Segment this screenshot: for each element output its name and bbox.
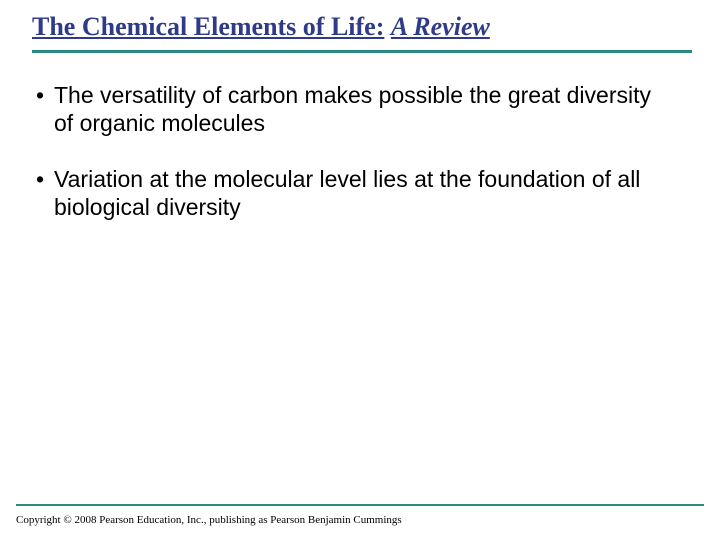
bullet-text: The versatility of carbon makes possible… — [54, 81, 672, 137]
list-item: • Variation at the molecular level lies … — [36, 165, 672, 221]
slide-title: The Chemical Elements of Life: A Review — [32, 12, 490, 41]
bullet-marker-icon: • — [36, 81, 42, 109]
slide: The Chemical Elements of Life: A Review … — [0, 0, 720, 540]
title-row: The Chemical Elements of Life: A Review — [32, 12, 688, 42]
title-main: The Chemical Elements of Life: — [32, 12, 384, 41]
body-content: • The versatility of carbon makes possib… — [32, 53, 672, 221]
copyright-text: Copyright © 2008 Pearson Education, Inc.… — [16, 514, 402, 526]
bullet-text: Variation at the molecular level lies at… — [54, 165, 672, 221]
divider-bottom — [16, 504, 704, 506]
list-item: • The versatility of carbon makes possib… — [36, 81, 672, 137]
bullet-marker-icon: • — [36, 165, 42, 193]
title-sub: A Review — [391, 12, 490, 41]
